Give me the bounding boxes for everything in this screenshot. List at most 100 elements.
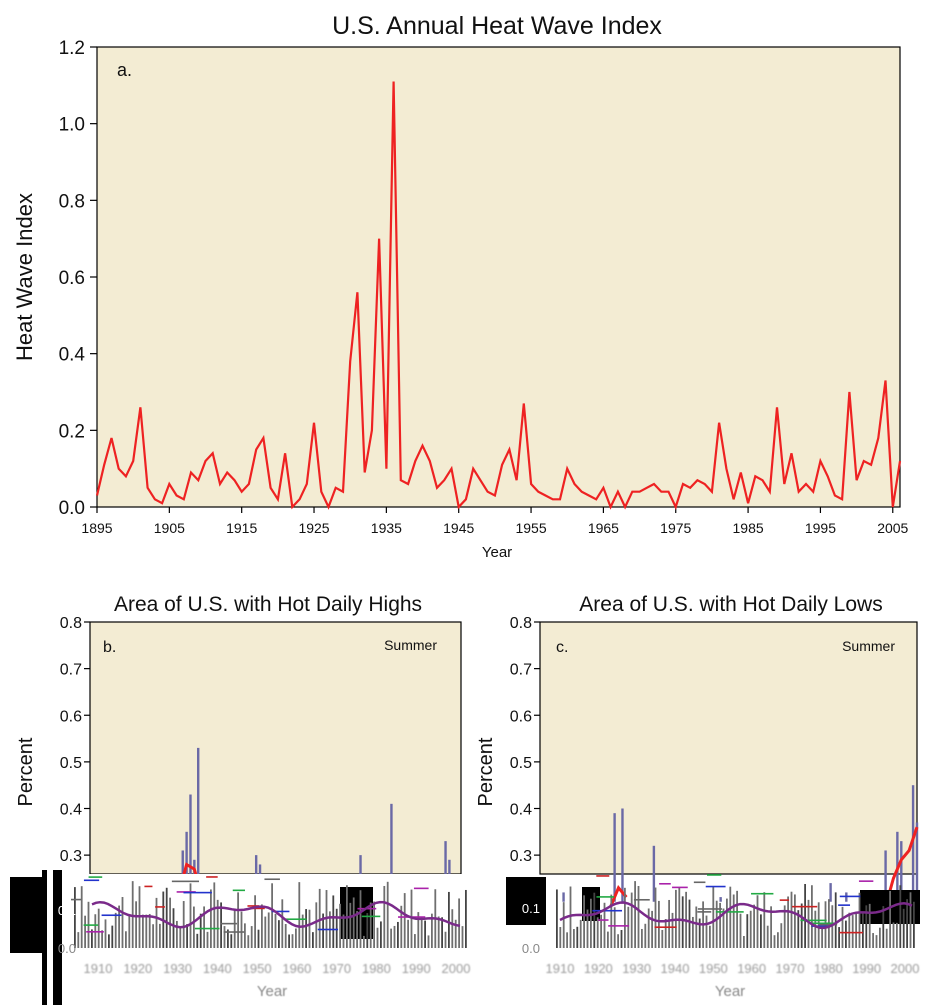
panel-c-glitch-bar (756, 895, 759, 948)
panel-c-glitch-streak (800, 919, 827, 922)
panel-c-glitch-bar (651, 910, 653, 948)
panel-b-glitch-bar (193, 906, 195, 948)
panel-c-glitch-bar (736, 890, 738, 948)
panel-c-glitch-bar (603, 902, 606, 948)
panel-c-corrupted-xtick-label: 2000 (891, 961, 920, 976)
panel-c-glitch-bar (613, 907, 616, 948)
panel-c-glitch-bar (664, 919, 667, 948)
panel-b-label: b. (103, 639, 116, 656)
panel-c-glitch-bar (872, 933, 874, 948)
panel-b-glitch-bar (305, 909, 307, 948)
panel-b-glitch-bar (451, 909, 454, 948)
panel-c-glitch-bar (576, 926, 579, 948)
panel-b-glitch-bar (210, 889, 212, 948)
panel-b-glitch-bar (461, 926, 464, 948)
panel-b-bar (189, 794, 192, 902)
panel-c-glitch-bar (800, 903, 803, 948)
panel-b-ytick-label: 0.8 (60, 615, 82, 632)
panel-c-glitch-bar (726, 898, 728, 948)
panel-b-ytick-label: 0.3 (60, 848, 82, 865)
panel-b-glitch-streak (183, 891, 212, 894)
panel-c-bar (884, 850, 887, 902)
panel-b-ytick-label: 0.7 (60, 662, 82, 679)
panel-b-glitch-bar (213, 882, 216, 948)
panel-b-glitch-streak (83, 879, 100, 882)
panel-c-glitch-bar (858, 892, 861, 948)
panel-b-corrupted-xtick-label: 1940 (203, 961, 232, 976)
panel-b-corrupted-ytick-01: 0.1 (58, 903, 76, 918)
panel-c-glitch-streak (608, 925, 630, 927)
panel-c-bar (719, 897, 722, 902)
panel-c-corrupted-xtick-label: 1920 (584, 961, 613, 976)
panel-b-corrupted-xtick-label: 1910 (84, 961, 113, 976)
panel-c-glitch-bar (715, 900, 718, 948)
panel-a-plot-area (96, 46, 901, 508)
panel-c-corrupted-xtick-label: 1940 (661, 961, 690, 976)
panel-c-glitch-bar (722, 908, 725, 948)
panel-b-glitch-bar (390, 928, 392, 948)
panel-b-glitch-bar (342, 914, 345, 948)
panel-b-corrupted-xtick-label: 1990 (402, 961, 431, 976)
panel-c-glitch-bar (624, 887, 626, 948)
panel-b-glitch-streak (361, 915, 381, 918)
panel-b-glitch-bar (179, 926, 182, 948)
panel-b-glitch-bar (271, 883, 273, 948)
panel-b-glitch-bar (352, 897, 355, 948)
panel-c-glitch-bar (698, 918, 701, 948)
panel-b-glitch-bar (335, 908, 338, 948)
panel-b-glitch-bar (356, 911, 358, 948)
panel-b-glitch-bar (301, 914, 304, 948)
panel-c-glitch-bar (855, 912, 857, 948)
panel-b-glitch-bar (312, 932, 314, 948)
panel-c-y-axis: 0.20.30.40.50.60.70.8 (510, 615, 540, 912)
panel-a-xtick-label: 1895 (81, 520, 112, 536)
panel-c-glitch-bar (562, 902, 565, 948)
panel-c-glitch-streak (697, 908, 723, 910)
panel-a-xtick-label: 1915 (226, 520, 257, 536)
panel-b-y-axis-label: Percent (15, 737, 37, 806)
panel-c-glitch-streak (596, 875, 610, 877)
panel-c-glitch-bar (739, 913, 742, 948)
panel-c-glitch-bar (879, 927, 881, 948)
panel-a-xtick-label: 1905 (154, 520, 185, 536)
panel-b-glitch-bar (315, 902, 318, 948)
panel-c-glitch-bar (586, 909, 589, 948)
panel-a-heat-wave-index: U.S. Annual Heat Wave Index a. 0.0 0.2 0.4… (12, 12, 909, 561)
panel-c-glitch-bar (838, 927, 840, 948)
panel-b-glitch-wave (91, 900, 461, 929)
panel-a-y-axis: 0.0 0.2 0.4 0.6 0.8 1.0 1.2 (59, 38, 97, 519)
panel-b-corrupted-xtick-label: 2000 (442, 961, 471, 976)
panel-b-glitch-bar (233, 909, 236, 948)
panel-c-glitch-bar (688, 899, 691, 948)
panel-b-glitch-bar (125, 931, 127, 948)
panel-b-glitch-bar (332, 895, 335, 948)
panel-b-glitch-bar (437, 916, 440, 948)
panel-c-bar (613, 813, 616, 902)
panel-b-glitch-bar (240, 911, 243, 948)
panel-c-glitch-bar (862, 911, 864, 948)
panel-b-corrupted-x-axis-label: Year (257, 983, 287, 1000)
panel-b-ytick-label: 0.4 (60, 802, 82, 819)
panel-c-glitch-bar (787, 896, 789, 948)
panel-c-glitch-bar (804, 883, 806, 948)
panel-b-glitch-streak (247, 905, 260, 907)
panel-b-glitch-bar (237, 892, 239, 948)
panel-c-bar (652, 845, 656, 902)
panel-c-bar (829, 883, 832, 902)
panel-b-glitch-streak (88, 876, 103, 878)
panel-c-glitch-streak (707, 874, 722, 876)
panel-b-glitch-bar (431, 913, 433, 948)
panel-b-glitch-streak (70, 898, 82, 901)
panel-c-glitch-bar (817, 902, 820, 948)
panel-c-glitch-bar (777, 932, 779, 948)
panel-b-title: Area of U.S. with Hot Daily Highs (114, 593, 422, 616)
panel-b-glitch-bar (254, 895, 256, 948)
panel-c-glitch-bar (637, 885, 640, 948)
panel-c-glitch-bar (610, 894, 613, 948)
panel-c-glitch-bar (848, 912, 851, 948)
panel-c-glitch-bar (899, 885, 902, 948)
panel-c-glitch-streak (839, 931, 863, 934)
panel-c-glitch-bar (783, 905, 786, 948)
panel-b-glitch-streak (249, 907, 265, 910)
panel-c-glitch-streak (705, 885, 726, 888)
